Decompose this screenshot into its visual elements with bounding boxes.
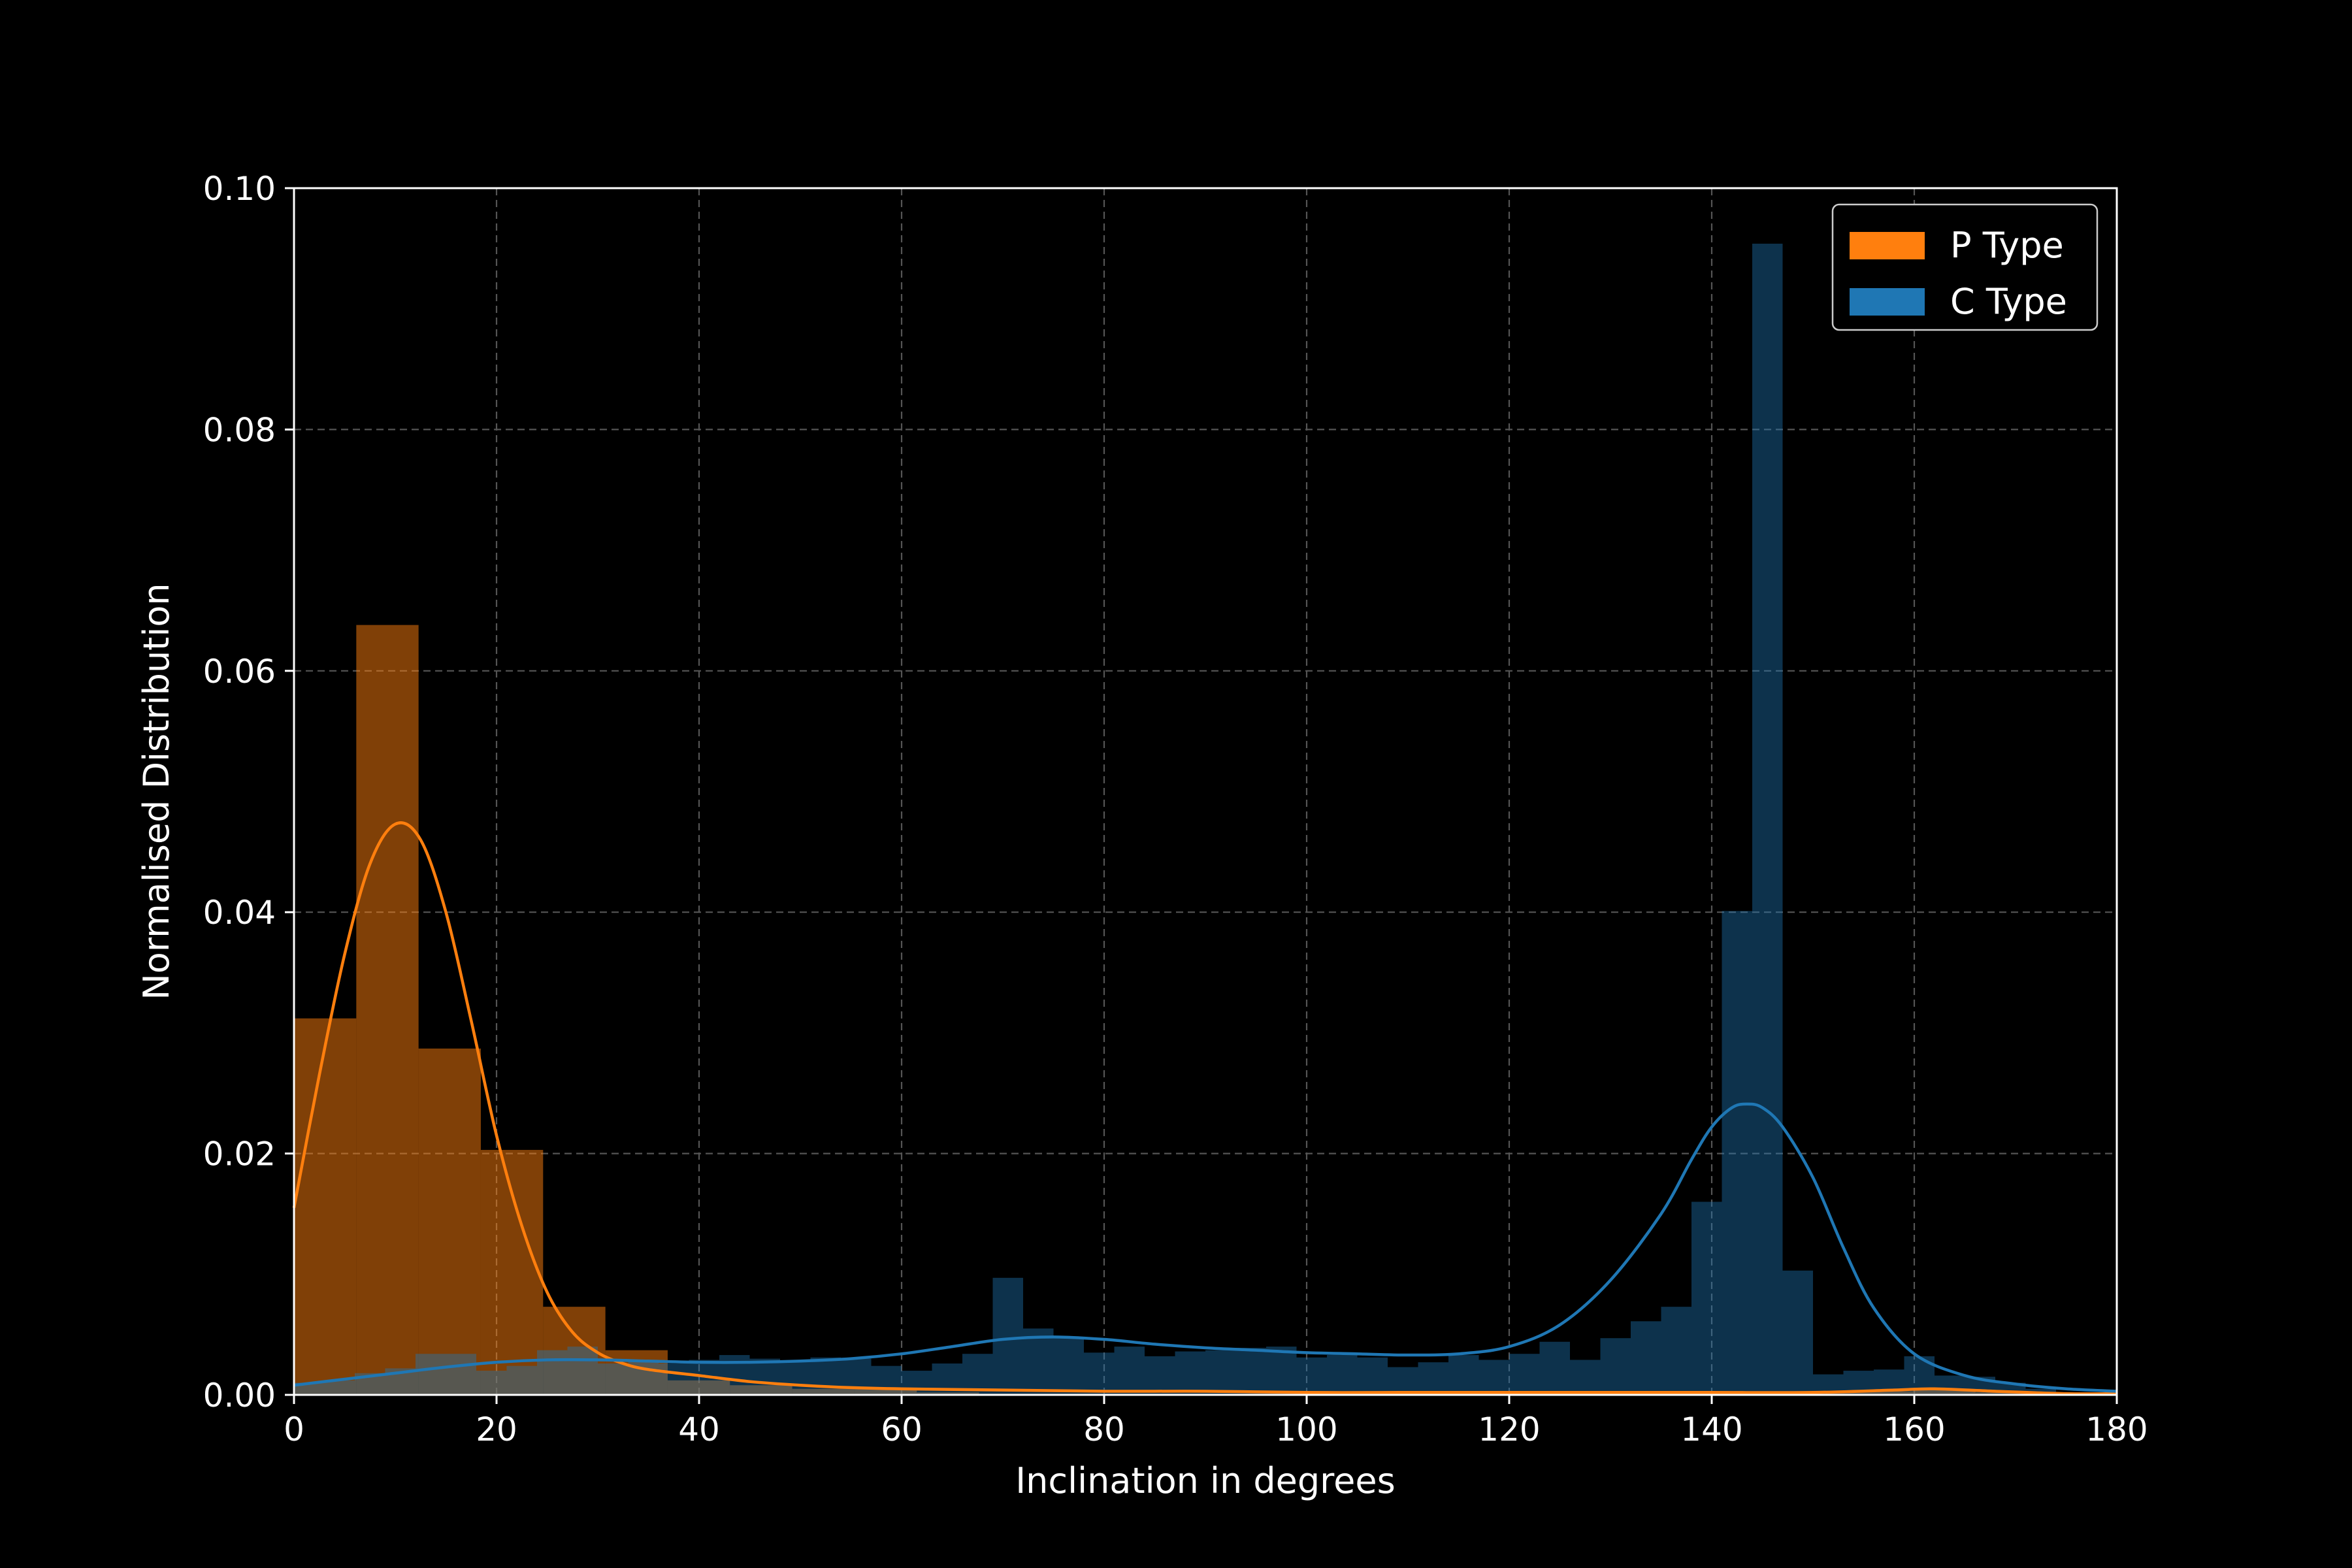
x-tick-label: 100 — [1275, 1411, 1337, 1448]
histogram-bar — [1205, 1350, 1236, 1395]
histogram-bar — [537, 1350, 568, 1395]
histogram-bar — [1782, 1270, 1813, 1395]
legend-label-p-type: P Type — [1950, 225, 2064, 266]
histogram-bar — [992, 1277, 1023, 1395]
histogram-bar — [1691, 1201, 1722, 1395]
histogram-bar — [416, 1354, 446, 1395]
x-tick-label: 0 — [284, 1411, 304, 1448]
bars-c-type — [294, 243, 2056, 1395]
histogram-bar — [1266, 1347, 1297, 1395]
x-tick-label: 140 — [1680, 1411, 1742, 1448]
legend-swatch-p-type — [1850, 232, 1925, 259]
histogram-bar — [1478, 1360, 1509, 1395]
histogram-bar — [476, 1371, 507, 1395]
histogram-bar — [1661, 1307, 1691, 1395]
histogram-bar — [1752, 243, 1783, 1395]
histogram-bar — [780, 1361, 811, 1395]
histogram-bar — [1913, 1390, 1976, 1395]
histogram-bar — [1023, 1328, 1054, 1395]
histogram-bar — [902, 1371, 932, 1395]
histogram-bar — [294, 1018, 357, 1395]
histogram-bar — [1327, 1355, 1358, 1395]
x-tick-label: 60 — [881, 1411, 923, 1448]
histogram-bar — [1296, 1357, 1327, 1395]
histogram-bar — [749, 1358, 780, 1395]
histogram-bar — [1084, 1352, 1115, 1395]
y-tick-label: 0.08 — [203, 411, 276, 449]
y-tick-label: 0.04 — [203, 894, 276, 932]
histogram-bars — [294, 243, 2056, 1395]
histogram-bar — [962, 1354, 993, 1395]
x-tick-label: 120 — [1478, 1411, 1540, 1448]
histogram-bar — [1975, 1392, 2038, 1395]
kde-curve-p-type — [292, 821, 2117, 1396]
histogram-bar — [567, 1347, 598, 1395]
histogram-bar — [1448, 1355, 1479, 1395]
x-tick-label: 180 — [2085, 1411, 2148, 1448]
histogram-bar — [605, 1350, 668, 1395]
y-tick-label: 0.10 — [203, 170, 276, 208]
y-tick-label: 0.00 — [203, 1377, 276, 1414]
axis-ticks: 0 20 40 60 80 100 120 140 160 180 0.00 0.02 0.04 0.06… — [203, 170, 2148, 1448]
histogram-bar — [324, 1380, 355, 1395]
histogram-bar — [1935, 1375, 1965, 1395]
histogram-bar — [917, 1392, 979, 1395]
histogram-bar — [730, 1385, 792, 1395]
histogram-bar — [1600, 1338, 1631, 1395]
legend: P Type C Type — [1831, 203, 2099, 331]
histogram-bar — [1388, 1367, 1418, 1395]
x-tick-label: 80 — [1083, 1411, 1125, 1448]
kde-curve-c-type — [293, 1102, 2117, 1393]
kde-curves — [292, 821, 2117, 1396]
legend-label-c-type: C Type — [1950, 281, 2067, 322]
histogram-bar — [810, 1357, 841, 1395]
histogram-bar — [356, 625, 419, 1395]
histogram-bar — [294, 1382, 325, 1395]
x-tick-label: 40 — [678, 1411, 720, 1448]
histogram-bar — [1418, 1362, 1448, 1395]
histogram-bar — [446, 1354, 476, 1395]
histogram-bar — [1053, 1338, 1084, 1395]
y-axis-label: Normalised Distribution — [136, 583, 177, 1000]
histogram-bar — [1851, 1391, 1914, 1395]
histogram-bar — [418, 1048, 481, 1395]
histogram-bar — [792, 1388, 855, 1395]
histogram-bar — [598, 1363, 629, 1395]
histogram-bar — [1722, 911, 1752, 1395]
bars-p-type — [294, 625, 2038, 1395]
histogram-bar — [1114, 1347, 1145, 1395]
histogram-bar — [1570, 1360, 1601, 1395]
plot-area-frame — [293, 187, 2118, 1396]
y-tick-label: 0.02 — [203, 1135, 276, 1173]
histogram-bar — [1145, 1356, 1175, 1395]
y-tick-label: 0.06 — [203, 653, 276, 691]
x-axis-label: Inclination in degrees — [1015, 1460, 1396, 1501]
histogram-bar — [1175, 1351, 1205, 1395]
legend-swatch-c-type — [1850, 288, 1925, 316]
histogram-bar — [871, 1365, 902, 1395]
histogram-bar — [480, 1150, 544, 1395]
grid-lines — [294, 188, 2117, 1395]
histogram-bar — [659, 1363, 689, 1395]
histogram-bar — [506, 1365, 537, 1395]
histogram-bar — [1539, 1341, 1570, 1395]
histogram-bar — [1509, 1354, 1540, 1395]
histogram-bar — [1235, 1347, 1266, 1395]
histogram-bar — [1357, 1357, 1388, 1395]
x-tick-label: 160 — [1883, 1411, 1945, 1448]
x-tick-label: 20 — [476, 1411, 517, 1448]
histogram-bar — [1631, 1321, 1661, 1395]
histogram-bar — [667, 1380, 730, 1395]
histogram-bar — [854, 1387, 917, 1395]
